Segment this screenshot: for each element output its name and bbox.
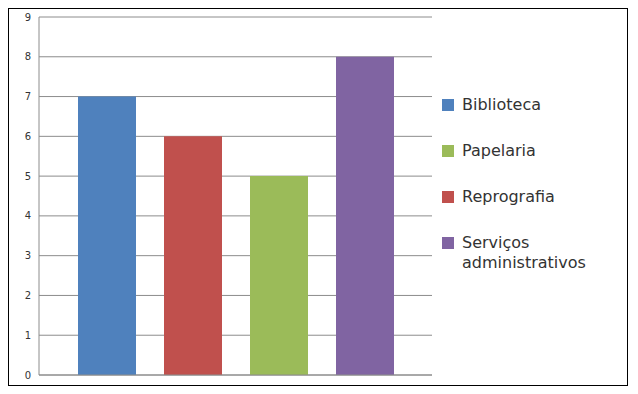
svg-text:8: 8 — [25, 51, 31, 62]
svg-text:2: 2 — [25, 290, 31, 301]
html-text:Reprografia: Reprografia — [462, 187, 555, 206]
html-text:Papelaria: Papelaria — [462, 141, 536, 160]
svg-text:9: 9 — [25, 12, 31, 23]
html-text:Serviços administrativos: Serviços administrativos — [462, 233, 586, 272]
svg-text:5: 5 — [25, 171, 31, 182]
svg-text:7: 7 — [25, 91, 31, 102]
svg-text:4: 4 — [25, 210, 31, 221]
svg-text:0: 0 — [25, 370, 31, 381]
svg-text:6: 6 — [25, 131, 31, 142]
svg-text:1: 1 — [25, 330, 31, 341]
html-text:Biblioteca: Biblioteca — [462, 95, 541, 114]
svg-text:3: 3 — [25, 250, 31, 261]
